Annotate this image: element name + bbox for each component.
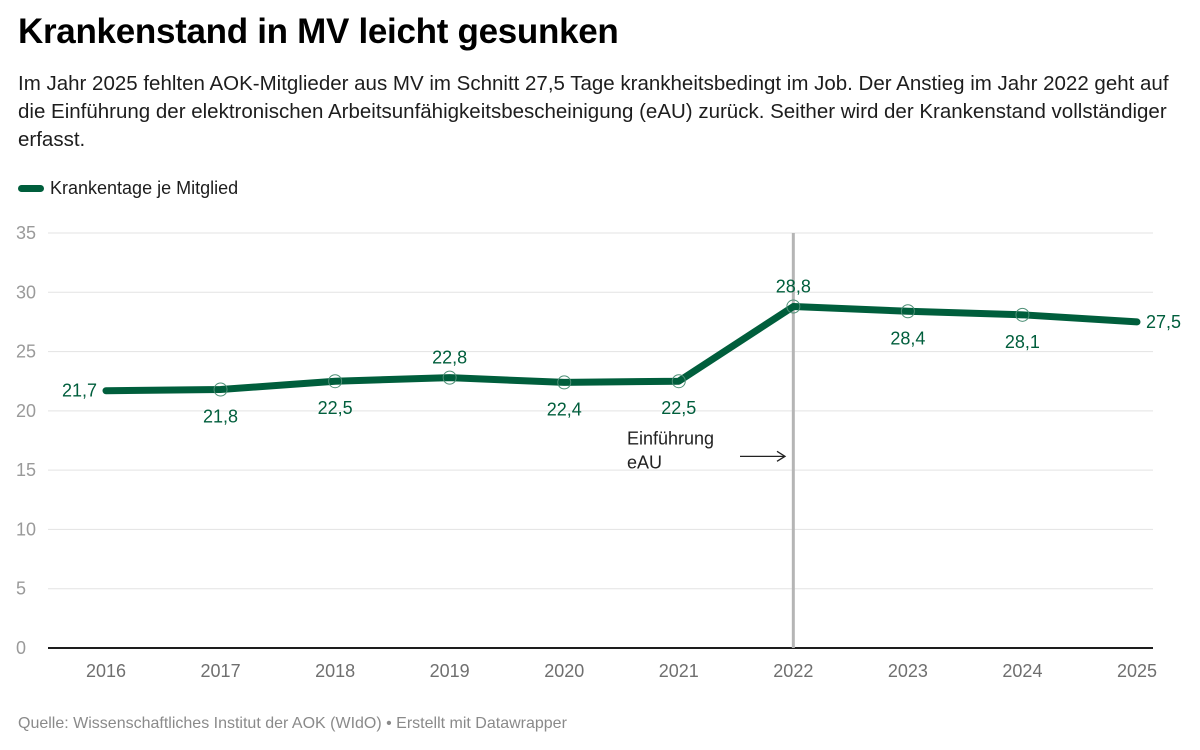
data-point-marker	[1015, 307, 1030, 322]
y-tick-label: 35	[16, 223, 36, 243]
data-label: 22,5	[661, 398, 696, 418]
data-label: 27,5	[1146, 312, 1181, 332]
gridlines	[48, 232, 1153, 649]
data-label: 28,4	[890, 328, 925, 348]
data-point-markers	[213, 299, 1030, 397]
annotation-text: Einführung	[627, 428, 714, 448]
annotations: Einführung eAU	[627, 233, 795, 648]
y-tick-label: 5	[16, 579, 26, 599]
x-tick-label: 2022	[773, 661, 813, 681]
data-label: 22,5	[318, 398, 353, 418]
series-line-group	[102, 303, 1141, 395]
x-tick-label: 2019	[430, 661, 470, 681]
x-tick-label: 2018	[315, 661, 355, 681]
data-point-marker	[900, 304, 915, 319]
data-label: 28,1	[1005, 332, 1040, 352]
arrow-right-icon	[776, 450, 787, 462]
x-tick-label: 2020	[544, 661, 584, 681]
x-tick-label: 2024	[1002, 661, 1042, 681]
y-axis-ticks: 0 5 10 15 20 25 30 35	[16, 223, 36, 658]
y-tick-label: 30	[16, 282, 36, 302]
data-point-marker	[328, 374, 343, 389]
x-tick-label: 2021	[659, 661, 699, 681]
data-point-marker	[671, 374, 686, 389]
data-label: 28,8	[776, 277, 811, 297]
data-point-marker	[557, 375, 572, 390]
legend: Krankentage je Mitglied	[18, 178, 238, 199]
data-point-marker	[213, 382, 228, 397]
chart-title: Krankenstand in MV leicht gesunken	[18, 12, 619, 51]
x-tick-label: 2017	[201, 661, 241, 681]
data-label: 22,8	[432, 348, 467, 368]
data-labels: 21,7 21,8 22,5 22,8 22,4 22,5 28,8 28,4 28,1 27,5	[62, 277, 1181, 427]
x-tick-label: 2023	[888, 661, 928, 681]
annotation-text: eAU	[627, 452, 662, 472]
series-line	[102, 303, 1141, 395]
y-tick-label: 10	[16, 519, 36, 539]
data-label: 21,7	[62, 381, 97, 401]
data-point-marker	[786, 299, 801, 314]
source-footer: Quelle: Wissenschaftliches Institut der …	[18, 715, 567, 732]
x-tick-label: 2016	[86, 661, 126, 681]
y-tick-label: 15	[16, 460, 36, 480]
x-tick-label: 2025	[1117, 661, 1157, 681]
y-tick-label: 20	[16, 401, 36, 421]
data-label: 21,8	[203, 407, 238, 427]
data-point-marker	[442, 370, 457, 385]
legend-swatch	[18, 185, 44, 192]
y-tick-label: 25	[16, 342, 36, 362]
data-label: 22,4	[547, 399, 582, 419]
legend-label: Krankentage je Mitglied	[50, 178, 239, 198]
y-tick-label: 0	[16, 638, 26, 658]
chart-subtitle: Im Jahr 2025 fehlten AOK-Mitglieder aus …	[18, 72, 1169, 151]
x-axis-ticks: 2016 2017 2018 2019 2020 2021 2022 2023 2024 2025	[86, 661, 1157, 681]
